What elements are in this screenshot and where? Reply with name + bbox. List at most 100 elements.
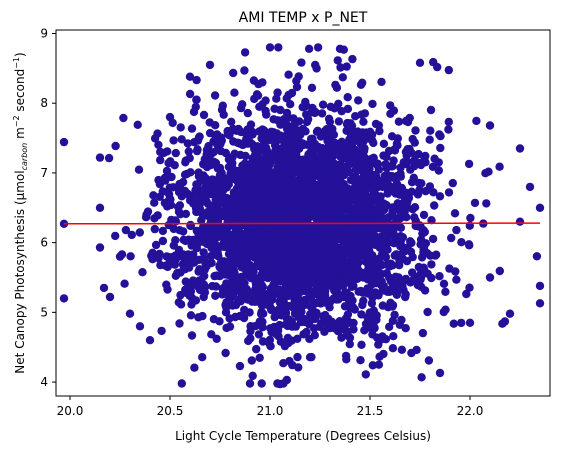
scatter-point — [249, 165, 257, 173]
scatter-point — [304, 150, 312, 158]
scatter-point — [241, 48, 249, 56]
scatter-point — [240, 66, 248, 74]
scatter-point — [254, 91, 262, 99]
scatter-point — [154, 141, 162, 149]
scatter-point — [231, 229, 239, 237]
scatter-point — [287, 337, 295, 345]
scatter-point — [224, 211, 232, 219]
scatter-point — [368, 100, 376, 108]
scatter-point — [351, 305, 359, 313]
scatter-point — [151, 225, 159, 233]
scatter-point — [191, 186, 199, 194]
scatter-point — [423, 308, 431, 316]
scatter-point — [379, 199, 387, 207]
scatter-point — [251, 322, 259, 330]
scatter-point — [432, 251, 440, 259]
scatter-point — [144, 207, 152, 215]
scatter-point — [220, 111, 228, 119]
scatter-point — [282, 151, 290, 159]
scatter-point — [290, 132, 298, 140]
scatter-point — [292, 271, 300, 279]
scatter-point — [324, 127, 332, 135]
scatter-point — [457, 319, 465, 327]
scatter-point — [227, 118, 235, 126]
scatter-point — [175, 226, 183, 234]
scatter-point — [232, 187, 240, 195]
scatter-point — [395, 256, 403, 264]
scatter-point — [245, 189, 253, 197]
scatter-point — [146, 336, 154, 344]
scatter-point — [393, 172, 401, 180]
scatter-point — [181, 171, 189, 179]
scatter-point — [354, 96, 362, 104]
scatter-point — [255, 330, 263, 338]
scatter-point — [304, 203, 312, 211]
scatter-point — [200, 272, 208, 280]
scatter-point — [361, 109, 369, 117]
scatter-point — [307, 135, 315, 143]
scatter-point — [346, 208, 354, 216]
scatter-point — [226, 201, 234, 209]
scatter-point — [182, 210, 190, 218]
scatter-point — [441, 288, 449, 296]
scatter-point — [302, 102, 310, 110]
scatter-point — [236, 362, 244, 370]
scatter-point — [357, 130, 365, 138]
scatter-point — [366, 308, 374, 316]
scatter-point — [356, 356, 364, 364]
scatter-point — [365, 156, 373, 164]
scatter-point — [226, 322, 234, 330]
scatter-point — [388, 208, 396, 216]
scatter-point — [375, 361, 383, 369]
scatter-point — [201, 161, 209, 169]
scatter-point — [134, 121, 142, 129]
y-tick-label: 9 — [40, 26, 48, 40]
scatter-point — [267, 285, 275, 293]
scatter-point — [385, 273, 393, 281]
scatter-point — [258, 379, 266, 387]
scatter-point — [180, 236, 188, 244]
scatter-point — [341, 241, 349, 249]
scatter-point — [471, 199, 479, 207]
scatter-point — [293, 163, 301, 171]
scatter-point — [200, 111, 208, 119]
scatter-point — [212, 207, 220, 215]
scatter-point — [348, 217, 356, 225]
scatter-point — [319, 227, 327, 235]
scatter-point — [465, 240, 473, 248]
scatter-point — [343, 331, 351, 339]
scatter-point — [238, 276, 246, 284]
scatter-point — [348, 139, 356, 147]
scatter-point — [334, 327, 342, 335]
scatter-points — [60, 43, 544, 388]
scatter-point — [466, 214, 474, 222]
scatter-point — [154, 252, 162, 260]
scatter-point — [303, 118, 311, 126]
scatter-point — [420, 266, 428, 274]
scatter-point — [389, 344, 397, 352]
scatter-point — [382, 153, 390, 161]
scatter-point — [393, 140, 401, 148]
scatter-point — [427, 260, 435, 268]
scatter-point — [355, 205, 363, 213]
scatter-point — [163, 167, 171, 175]
y-axis-ticks: 456789 — [40, 26, 56, 389]
scatter-point — [452, 226, 460, 234]
scatter-point — [368, 293, 376, 301]
scatter-point — [365, 250, 373, 258]
scatter-point — [217, 133, 225, 141]
scatter-point — [225, 236, 233, 244]
scatter-point — [357, 341, 365, 349]
y-tick-label: 5 — [40, 305, 48, 319]
scatter-point — [346, 292, 354, 300]
scatter-point — [236, 139, 244, 147]
scatter-point — [247, 231, 255, 239]
scatter-point — [172, 149, 180, 157]
scatter-point — [195, 132, 203, 140]
scatter-point — [348, 55, 356, 63]
scatter-point — [188, 331, 196, 339]
scatter-point — [394, 186, 402, 194]
scatter-point — [156, 261, 164, 269]
x-axis-ticks: 20.0 20.5 21.0 21.5 22.0 — [57, 396, 484, 418]
scatter-point — [249, 372, 257, 380]
